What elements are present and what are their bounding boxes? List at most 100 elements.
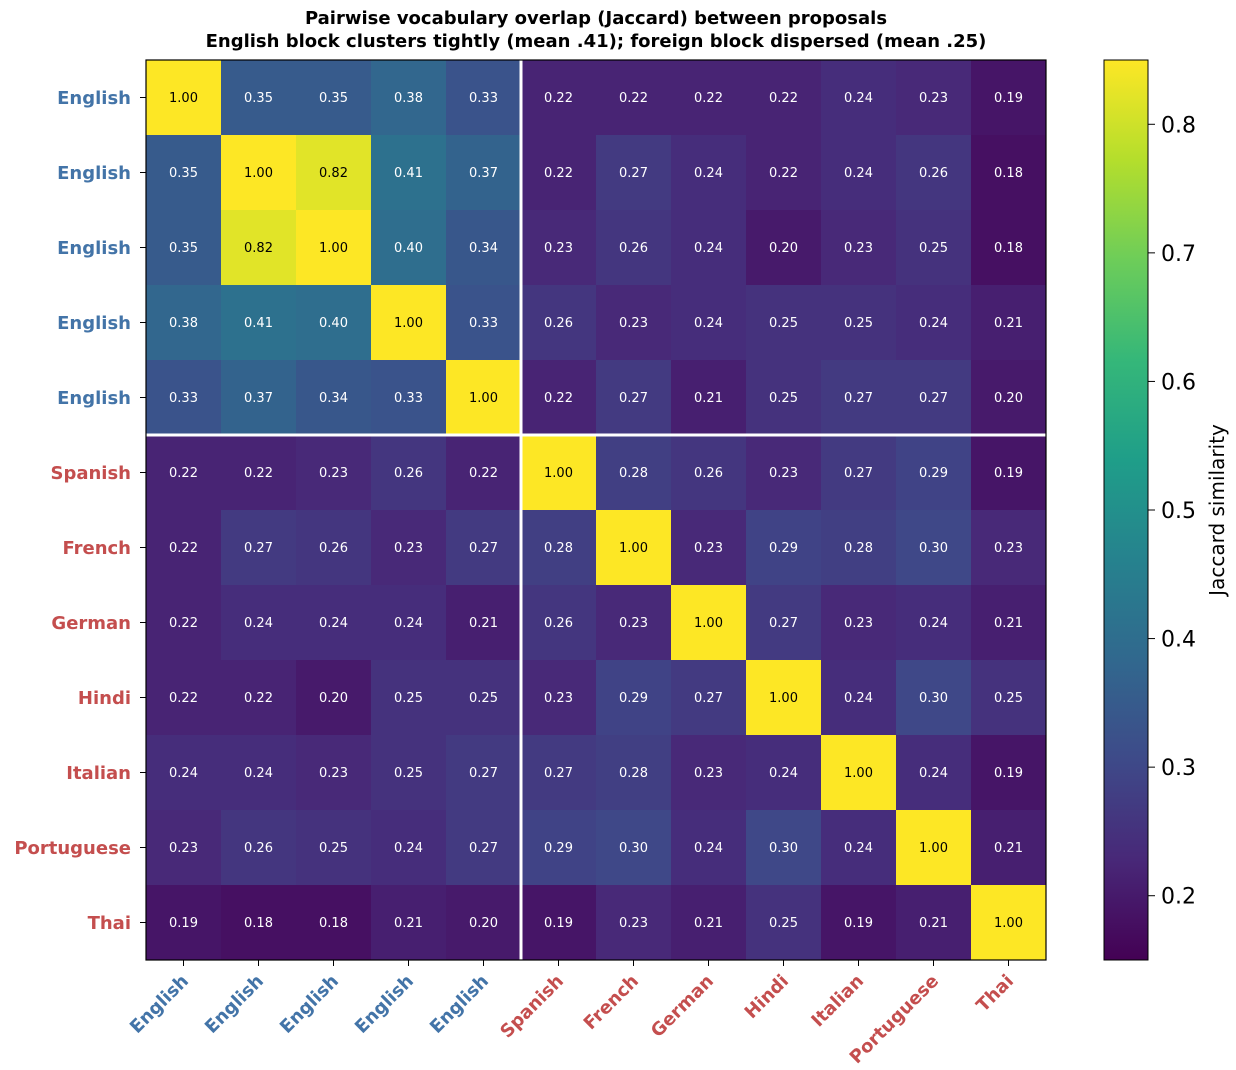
heatmap-cell <box>521 660 597 736</box>
heatmap-cell <box>821 60 897 136</box>
colorbar-tick-label: 0.4 <box>1161 628 1196 653</box>
y-tick-label: English <box>57 163 131 184</box>
heatmap-cell <box>746 885 822 961</box>
heatmap-cell <box>296 60 372 136</box>
heatmap-cell <box>296 435 372 511</box>
x-tick-label: English <box>201 971 268 1038</box>
heatmap-cell <box>371 810 447 886</box>
cell-value-label: 0.27 <box>469 541 498 556</box>
heatmap-cell <box>746 810 822 886</box>
x-tick-label: Thai <box>972 971 1018 1017</box>
heatmap-cell <box>896 360 972 436</box>
heatmap-cell <box>296 285 372 361</box>
cell-value-label: 0.24 <box>694 166 723 181</box>
heatmap-cell <box>296 135 372 211</box>
heatmap-cell <box>971 585 1047 661</box>
cell-value-label: 0.22 <box>544 166 573 181</box>
heatmap-cell <box>896 810 972 886</box>
cell-value-label: 0.24 <box>169 766 198 781</box>
heatmap-cell <box>221 735 297 811</box>
colorbar-tick-label: 0.2 <box>1161 885 1196 910</box>
y-tick-label: German <box>51 613 131 634</box>
y-tick-label: English <box>57 313 131 334</box>
y-tick-label: English <box>57 388 131 409</box>
heatmap-cell <box>296 360 372 436</box>
heatmap-cell <box>446 60 522 136</box>
cell-value-label: 0.26 <box>919 166 948 181</box>
cell-value-label: 0.40 <box>319 316 348 331</box>
cell-value-label: 0.27 <box>694 691 723 706</box>
cell-value-label: 0.23 <box>694 541 723 556</box>
cell-value-label: 1.00 <box>694 616 723 631</box>
cell-value-label: 0.25 <box>394 691 423 706</box>
cell-value-label: 0.35 <box>244 91 273 106</box>
heatmap-cell <box>371 60 447 136</box>
cell-value-label: 0.22 <box>244 466 273 481</box>
heatmap-cell <box>896 735 972 811</box>
heatmap-cell <box>671 660 747 736</box>
heatmap-cell <box>221 435 297 511</box>
cell-value-label: 0.25 <box>394 766 423 781</box>
cell-value-label: 0.22 <box>694 91 723 106</box>
heatmap-cell <box>671 360 747 436</box>
x-tick-label: Spanish <box>496 971 568 1043</box>
cell-value-label: 0.20 <box>994 391 1023 406</box>
heatmap-cell <box>296 885 372 961</box>
cell-value-label: 1.00 <box>244 166 273 181</box>
chart-subtitle: English block clusters tightly (mean .41… <box>206 31 987 52</box>
heatmap-cell <box>146 210 222 286</box>
cell-value-label: 0.23 <box>694 766 723 781</box>
cell-value-label: 1.00 <box>319 241 348 256</box>
cell-value-label: 0.23 <box>844 241 873 256</box>
cell-value-label: 0.30 <box>619 841 648 856</box>
heatmap-cell <box>221 135 297 211</box>
heatmap-cell <box>296 735 372 811</box>
cell-value-label: 0.28 <box>844 541 873 556</box>
cell-value-label: 0.33 <box>469 316 498 331</box>
heatmap-cell <box>446 810 522 886</box>
heatmap-cell <box>971 660 1047 736</box>
heatmap-cell <box>446 735 522 811</box>
cell-value-label: 0.25 <box>844 316 873 331</box>
heatmap-cell <box>221 285 297 361</box>
cell-value-label: 0.25 <box>319 841 348 856</box>
cell-value-label: 0.21 <box>394 916 423 931</box>
cell-value-label: 0.24 <box>694 241 723 256</box>
cell-value-label: 0.19 <box>994 766 1023 781</box>
heatmap-cell <box>146 735 222 811</box>
cell-value-label: 1.00 <box>394 316 423 331</box>
heatmap-cell <box>671 810 747 886</box>
y-tick-label: English <box>57 88 131 109</box>
heatmap-cell <box>821 435 897 511</box>
cell-value-label: 0.23 <box>319 466 348 481</box>
cell-value-label: 0.24 <box>694 841 723 856</box>
y-tick-label: Hindi <box>78 688 131 709</box>
heatmap-cell <box>296 210 372 286</box>
cell-value-label: 0.24 <box>769 766 798 781</box>
cell-value-label: 0.22 <box>169 691 198 706</box>
cell-value-label: 0.26 <box>544 316 573 331</box>
heatmap-cell <box>521 435 597 511</box>
cell-value-label: 1.00 <box>169 91 198 106</box>
heatmap-cell <box>746 435 822 511</box>
heatmap-cell <box>896 435 972 511</box>
y-tick-label: English <box>57 238 131 259</box>
heatmap-cell <box>971 360 1047 436</box>
cell-value-label: 0.38 <box>394 91 423 106</box>
heatmap-cell <box>146 360 222 436</box>
heatmap-cell <box>221 585 297 661</box>
cell-value-label: 0.24 <box>919 766 948 781</box>
cell-value-label: 0.21 <box>994 841 1023 856</box>
cell-value-label: 0.29 <box>769 541 798 556</box>
cell-value-label: 0.24 <box>394 616 423 631</box>
cell-value-label: 1.00 <box>844 766 873 781</box>
heatmap-cell <box>596 435 672 511</box>
cell-value-label: 0.22 <box>169 541 198 556</box>
cell-value-label: 0.25 <box>469 691 498 706</box>
heatmap-cell <box>521 285 597 361</box>
heatmap-cell <box>146 135 222 211</box>
heatmap-cell <box>746 360 822 436</box>
heatmap-cell <box>446 360 522 436</box>
heatmap-cell <box>221 210 297 286</box>
heatmap-cell <box>896 510 972 586</box>
